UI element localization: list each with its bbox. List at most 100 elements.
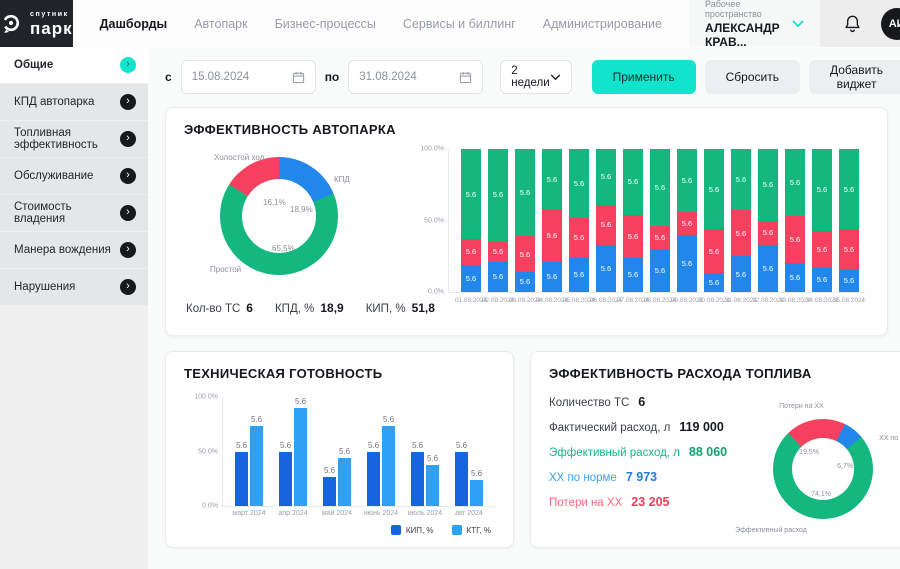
sidebar-item-label: Топливная эффективность xyxy=(14,127,98,151)
date-to-input[interactable] xyxy=(359,71,460,83)
bar-segment-label: 5.6 xyxy=(681,258,693,268)
tech-legend: КИП, % КТГ, % xyxy=(184,525,495,535)
bar-segment-label: 5.6 xyxy=(600,263,612,273)
app-logo[interactable]: спутник парк xyxy=(0,0,73,47)
sidebar-item[interactable]: Манера вождения › xyxy=(0,232,148,269)
sidebar-item-label: Обслуживание xyxy=(14,170,94,182)
sidebar-item[interactable]: Общие › xyxy=(0,47,148,84)
calendar-icon[interactable] xyxy=(459,71,472,84)
apply-button[interactable]: Применить xyxy=(591,60,696,94)
bar-segment: 5.6 xyxy=(623,149,643,215)
donut-label-kpd: КПД xyxy=(334,175,350,184)
sidebar-item[interactable]: Нарушения › xyxy=(0,269,148,306)
bar-value-label: 5.6 xyxy=(426,453,439,463)
sidebar-item-label: Стоимость владения xyxy=(14,201,72,225)
donut-percent-eff: 74,1% xyxy=(811,491,831,498)
logo-text-bottom: парк xyxy=(30,18,73,38)
tech-bar-wrap: 5.6 xyxy=(411,397,424,506)
bar-segment-label: 5.6 xyxy=(762,263,774,273)
x-axis-label: 11.08.2024 xyxy=(725,297,757,304)
chevron-right-icon: › xyxy=(120,242,136,258)
bar-value-label: 5.6 xyxy=(323,465,336,475)
stacked-bar: 5.6 5.6 5.6 01.08.2024 xyxy=(455,149,487,304)
fuel-stat-label: ХХ по норме xyxy=(549,472,617,484)
x-axis-label: 02.08.2024 xyxy=(482,297,514,304)
bar-segment-label: 5.6 xyxy=(708,278,720,288)
fleet-stat-value: 18,9 xyxy=(320,301,344,315)
bar-segment: 5.6 xyxy=(731,210,751,257)
period-select[interactable]: 2 недели xyxy=(500,60,572,94)
bar-segment: 5.6 xyxy=(704,229,724,274)
bar-pair: 5.6 5.6 xyxy=(411,397,439,506)
date-from-input[interactable] xyxy=(191,71,292,83)
chevron-down-icon xyxy=(550,74,561,81)
bar-pair: 5.6 5.6 xyxy=(279,397,307,506)
bar-segment: 5.6 xyxy=(839,149,859,230)
fuel-stat-value: 88 060 xyxy=(688,445,728,459)
fuel-stat-row: ХХ по норме 7 973 xyxy=(549,470,727,484)
bar-segment-label: 5.6 xyxy=(654,266,666,276)
bar-segment: 5.6 xyxy=(758,220,778,245)
bar-value-label: 5.6 xyxy=(382,415,395,425)
nav-item[interactable]: Дашборды xyxy=(99,16,168,31)
nav-item[interactable]: Сервисы и биллинг xyxy=(402,16,516,31)
bar-segment: 5.6 xyxy=(623,214,643,258)
fleet-stat-value: 51,8 xyxy=(411,301,435,315)
stacked-bar: 5.6 5.6 5.6 04.08.2024 xyxy=(536,149,568,304)
fleet-donut-chart: Холостой ход КПД Простой 16,1% 18,9% 65,… xyxy=(184,137,406,297)
workspace-selector[interactable]: Рабочее пространство АЛЕКСАНДР КРАВ... xyxy=(689,0,820,49)
bar-segment: 5.6 xyxy=(596,244,616,292)
bar-segment-label: 5.6 xyxy=(762,180,774,190)
bell-icon[interactable] xyxy=(844,14,861,33)
fuel-stat-row: Потери на ХХ 23 205 xyxy=(549,495,727,509)
tech-bar xyxy=(382,426,395,506)
calendar-icon[interactable] xyxy=(292,71,305,84)
bar-segment: 5.6 xyxy=(677,149,697,212)
date-to-label: по xyxy=(324,70,340,84)
bar-segment: 5.6 xyxy=(812,267,832,292)
stacked-bars: 5.6 5.6 5.6 01.08.2024 5.6 5.6 5.6 02.08.2024 5.… xyxy=(449,149,865,304)
bar-segment: 5.6 xyxy=(569,149,589,218)
reset-button[interactable]: Сбросить xyxy=(704,60,800,94)
stacked-bar: 5.6 5.6 5.6 10.08.2024 xyxy=(698,149,730,304)
sidebar-item[interactable]: Топливная эффективность › xyxy=(0,121,148,158)
sidebar-item[interactable]: Стоимость владения › xyxy=(0,195,148,232)
nav-item[interactable]: Бизнес-процессы xyxy=(274,16,376,31)
bar-segment: 5.6 xyxy=(515,149,535,237)
tech-readiness-card: ТЕХНИЧЕСКАЯ ГОТОВНОСТЬ 100.0% 50.0% 0.0%… xyxy=(165,351,514,548)
bar-value-label: 5.6 xyxy=(250,415,263,425)
add-widget-button[interactable]: Добавить виджет xyxy=(808,60,900,94)
tech-bar xyxy=(294,408,307,506)
avatar[interactable]: АИ xyxy=(880,7,900,40)
y-axis-tick: 0.0% xyxy=(428,288,444,296)
bar-segment: 5.6 xyxy=(758,244,778,292)
bar-segment: 5.6 xyxy=(677,211,697,235)
stacked-bar: 5.6 5.6 5.6 11.08.2024 xyxy=(725,149,757,304)
bar-segment-label: 5.6 xyxy=(492,272,504,282)
bar-segment: 5.6 xyxy=(461,149,481,240)
logo-text-top: спутник xyxy=(30,10,69,18)
bar-group: 5.6 5.6 авг 2024 xyxy=(455,397,483,517)
fuel-donut-chart: Потери на ХХ ХХ по норме Эффективный рас… xyxy=(727,393,900,541)
tech-bar-wrap: 5.6 xyxy=(235,397,248,506)
nav-item[interactable]: Администрирование xyxy=(542,16,662,31)
sidebar-item[interactable]: КПД автопарка › xyxy=(0,84,148,121)
bar-segment-label: 5.6 xyxy=(492,246,504,256)
x-axis-label: 15.08.2024 xyxy=(833,297,865,304)
bar-value-label: 5.6 xyxy=(235,440,248,450)
nav-item[interactable]: Автопарк xyxy=(194,16,248,31)
bar-pair: 5.6 5.6 xyxy=(323,397,351,506)
bar-segment: 5.6 xyxy=(488,261,508,292)
bar-value-label: 5.6 xyxy=(338,447,351,457)
bar-segment: 5.6 xyxy=(839,269,859,292)
bar-segment: 5.6 xyxy=(488,149,508,241)
fuel-stats: Количество ТС 6 Фактический расход, л 119 0… xyxy=(549,393,727,541)
bar-segment-label: 5.6 xyxy=(573,233,585,243)
bar-segment: 5.6 xyxy=(812,230,832,268)
date-from-label: с xyxy=(165,70,172,84)
fleet-donut xyxy=(220,157,338,275)
x-axis-label: июнь 2024 xyxy=(363,510,399,517)
donut-label-idle: Холостой ход xyxy=(214,153,265,162)
sidebar-item[interactable]: Обслуживание › xyxy=(0,158,148,195)
bar-segment-label: 5.6 xyxy=(708,246,720,256)
